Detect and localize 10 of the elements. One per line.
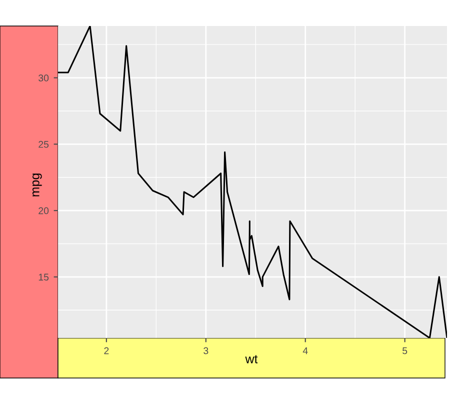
x-tick-label: 5 <box>402 347 408 354</box>
y-tick-label: 25 <box>38 140 49 148</box>
y-axis-title: mpg <box>32 174 42 196</box>
y-tick-label: 20 <box>38 207 49 214</box>
x-tick-label: 4 <box>302 347 308 354</box>
x-tick-label: 2 <box>104 347 109 354</box>
y-tick-label: 15 <box>38 274 49 281</box>
x-tick-label: 3 <box>204 347 208 354</box>
x-axis-title: wt <box>245 355 258 364</box>
y-tick-label: 30 <box>38 74 49 82</box>
